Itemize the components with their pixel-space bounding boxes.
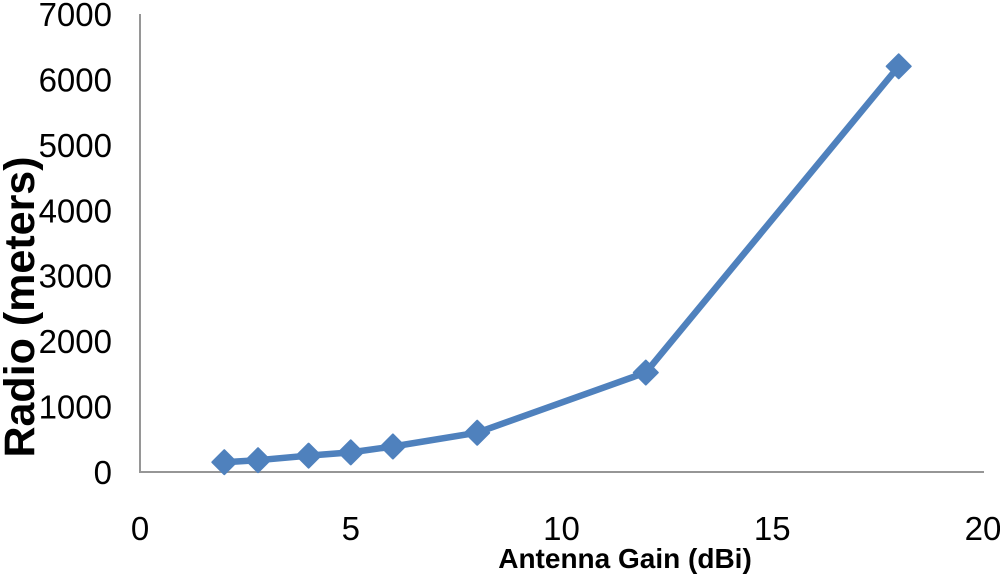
x-tick-label: 15	[754, 510, 791, 547]
data-point-marker	[295, 442, 322, 469]
y-tick-label: 5000	[39, 127, 112, 164]
y-tick-label: 6000	[39, 61, 112, 98]
data-point-marker	[245, 447, 272, 474]
x-tick-label: 20	[965, 510, 1000, 547]
y-tick-label: 4000	[39, 192, 112, 229]
data-point-marker	[337, 439, 364, 466]
x-tick-label: 10	[543, 510, 580, 547]
y-axis-title: Radio (meters)	[0, 156, 44, 457]
data-point-marker	[211, 449, 238, 476]
y-tick-label: 3000	[39, 258, 112, 295]
x-tick-label: 0	[131, 510, 149, 547]
data-point-marker	[632, 359, 659, 386]
y-tick-label: 7000	[39, 0, 112, 33]
data-point-marker	[885, 53, 912, 80]
y-tick-label: 1000	[39, 389, 112, 426]
x-axis-title: Antenna Gain (dBi)	[498, 543, 752, 574]
y-tick-label: 0	[94, 454, 112, 491]
data-point-marker	[379, 433, 406, 460]
data-point-marker	[464, 419, 491, 446]
x-tick-label: 5	[342, 510, 360, 547]
y-tick-label: 2000	[39, 323, 112, 360]
series-line	[221, 63, 902, 466]
